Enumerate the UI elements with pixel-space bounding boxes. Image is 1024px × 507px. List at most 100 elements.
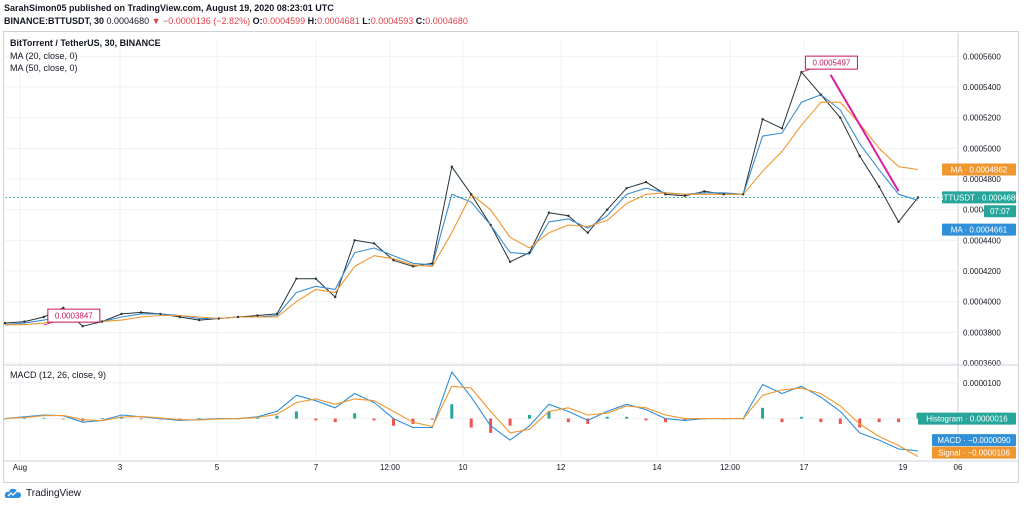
y-tick-label: 0.0003800 [963,328,1001,337]
low-label: L: [362,16,371,26]
x-tick-label: 14 [653,463,662,472]
histogram-bar [430,418,434,420]
histogram-bar [877,418,881,423]
price-point [625,187,628,190]
chart-frame [3,31,1019,483]
ma50-legend[interactable]: MA (50, close, 0) [10,63,78,73]
price-point [42,315,46,319]
ma50-line [5,101,919,326]
histogram-bar [780,418,784,423]
y-tick-label: 0.0004400 [963,236,1001,245]
histogram-bar [22,417,26,419]
macd-legend[interactable]: MACD (12, 26, close, 9) [10,370,107,380]
price-point [217,317,220,320]
macd-axis-tag [932,446,1016,459]
price-point [120,312,123,316]
macd-axis-tag-label: Signal · −0.0000106 [938,449,1010,458]
trend-line [829,74,900,192]
y-tick-label: 0.0004800 [963,175,1001,184]
price-point [586,231,589,234]
histogram-bar [625,416,629,419]
ma20-line [4,94,919,326]
histogram-bar [372,418,376,421]
histogram-bar [663,418,667,423]
close-value: 0.0004680 [425,16,468,26]
tradingview-brand[interactable]: TradingView [4,487,81,499]
macd-axis-tag-label: MACD · −0.0000090 [937,436,1011,445]
price-point [236,315,240,319]
histogram-bar [197,418,201,420]
price-point [62,306,65,309]
histogram-bar [644,418,648,421]
price-point [722,193,725,196]
histogram-bar [411,418,415,424]
price-axis-tag [942,163,1016,176]
price-change: ▼ −0.0000136 (−2.82%) [151,16,251,26]
price-point [139,311,143,314]
y-tick-label: 0.0005600 [963,52,1001,61]
price-point [683,194,687,198]
price-point [470,193,473,196]
histogram-bar [838,418,842,424]
price-point [741,193,745,196]
price-point [431,262,434,265]
histogram-bar [139,418,143,420]
histogram-bar [256,417,260,419]
open-label: O: [252,16,263,26]
histogram-bar [100,418,104,420]
low-value: 0.0004593 [370,16,414,26]
macd-axis-tag [918,412,1016,425]
annotation-box [804,55,858,70]
price-point [159,312,162,316]
histogram-bar [275,415,279,419]
price-point [411,265,415,268]
price-point [644,180,648,184]
price-point [314,277,318,280]
x-tick-label: 3 [118,463,123,472]
brand-label: TradingView [26,487,82,499]
x-tick-label: 06 [954,463,963,472]
histogram-bar [3,418,7,420]
price-point [23,320,26,323]
histogram-bar [42,417,46,419]
y-tick-label: 0.0003600 [963,359,1001,368]
y-tick-label: 0.0004000 [963,298,1001,307]
histogram-bar [819,418,823,423]
histogram-bar [897,418,901,423]
ohlc-line: BINANCE:BTTUSDT, 30 0.0004680 ▼ −0.00001… [4,16,468,26]
histogram-bar [683,418,687,421]
price-point [392,259,395,262]
y-tick-label: 0.0005400 [963,83,1001,92]
macd-line [4,371,919,452]
chart-title: BitTorrent / TetherUS, 30, BINANCE [10,38,161,48]
price-point [567,214,570,217]
x-tick-label: 5 [215,463,220,472]
histogram-bar [508,418,512,426]
ma20-legend[interactable]: MA (20, close, 0) [10,51,78,61]
price-axis-tag-label: 07:07 [990,207,1011,216]
cloud-logo-icon [4,488,21,498]
histogram-bar [392,418,396,426]
price-point [703,190,706,193]
last-price: 0.0004680 [106,16,150,26]
histogram-bar [799,416,803,419]
macd-y-tick-label: 0.0000100 [963,379,1001,388]
histogram-bar [527,415,531,419]
histogram-bar [566,418,570,423]
price-axis-tag-label: BTTUSDT · 0.0004680 [938,193,1020,202]
histogram-bar [469,418,473,428]
histogram-bar [450,404,454,419]
histogram-bar [294,411,298,419]
histogram-bar [586,418,590,424]
open-value: 0.0004599 [262,16,306,26]
price-point [81,325,84,328]
price-point [198,318,201,322]
price-point [3,321,7,325]
symbol-label: BINANCE:BTTUSDT, 30 [4,16,105,26]
annotation-label: 0.0003847 [55,312,93,321]
annotation-box [47,308,101,323]
price-point [450,165,453,168]
histogram-bar [761,407,765,419]
price-point [295,277,298,280]
